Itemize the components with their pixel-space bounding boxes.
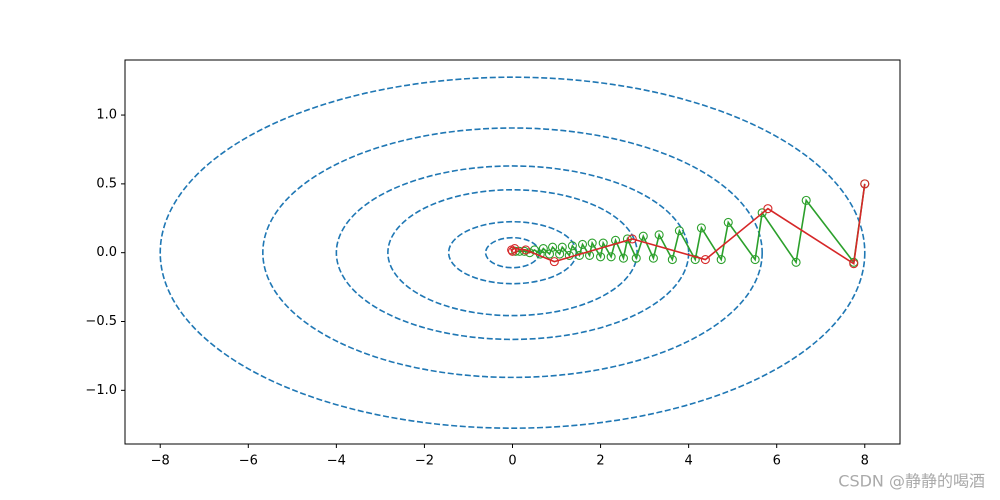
contour — [335, 165, 690, 341]
point-marker — [587, 238, 597, 248]
point-marker — [507, 245, 517, 255]
point-marker — [801, 195, 811, 205]
point-marker — [627, 234, 637, 244]
point-marker — [577, 239, 588, 249]
point-marker — [750, 255, 760, 265]
y-tick-label: 0.0 — [96, 245, 117, 260]
point-marker — [521, 245, 531, 255]
point-marker — [549, 257, 559, 267]
point-marker — [690, 255, 700, 265]
y-tick-label: 0.5 — [96, 176, 117, 191]
point-marker — [606, 252, 616, 262]
plot-area — [159, 76, 870, 429]
point-marker — [654, 230, 664, 240]
contour — [262, 127, 763, 379]
point-marker — [555, 249, 565, 259]
point-marker — [631, 253, 641, 263]
point-marker — [763, 204, 773, 214]
point-marker — [618, 253, 629, 263]
point-marker — [538, 244, 548, 254]
point-marker — [544, 249, 555, 259]
contour — [159, 76, 866, 429]
point-marker — [696, 223, 706, 233]
y-tick-label: 1.0 — [96, 108, 117, 123]
series-line — [515, 183, 866, 265]
point-marker — [567, 241, 577, 251]
x-tick-label: −2 — [415, 454, 434, 469]
point-marker — [700, 255, 710, 265]
x-tick-label: 0 — [508, 454, 516, 469]
point-marker — [791, 257, 801, 267]
x-tick-label: −4 — [327, 454, 346, 469]
point-marker — [638, 231, 648, 241]
series-line — [510, 183, 866, 266]
x-tick-label: 6 — [773, 454, 781, 469]
y-tick-label: −1.0 — [85, 383, 117, 398]
point-marker — [667, 255, 677, 265]
contour — [387, 188, 638, 317]
x-tick-label: −8 — [151, 454, 170, 469]
x-tick-label: 2 — [596, 454, 604, 469]
point-marker — [716, 255, 726, 265]
point-marker — [507, 246, 518, 256]
point-marker — [596, 252, 606, 262]
x-tick-label: 8 — [861, 454, 869, 469]
point-marker — [723, 217, 733, 227]
point-marker — [849, 259, 859, 269]
x-tick-label: 4 — [684, 454, 692, 469]
watermark: CSDN @静静的喝酒 — [838, 472, 985, 491]
point-marker — [860, 179, 870, 189]
y-tick-label: −0.5 — [85, 314, 117, 329]
point-marker — [648, 253, 658, 263]
point-marker — [674, 226, 684, 236]
x-tick-label: −6 — [239, 454, 258, 469]
